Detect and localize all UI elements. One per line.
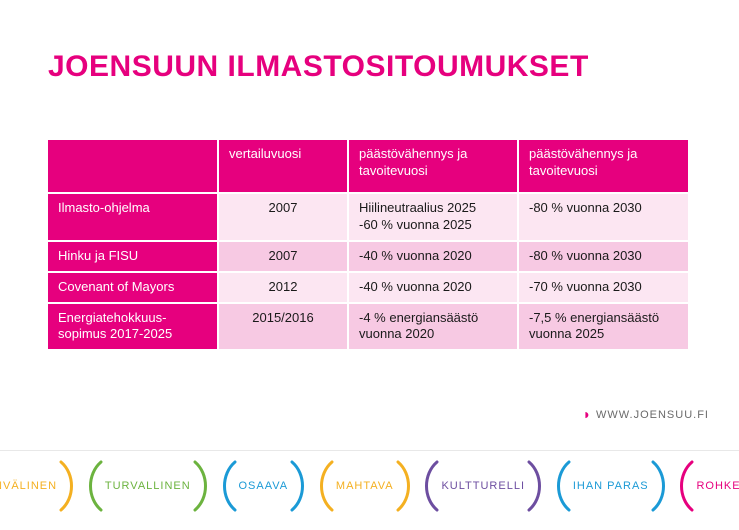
footer-url: ◗ WWW.JOENSUU.FI: [583, 406, 709, 422]
badge-label: ROHKEA: [680, 480, 739, 492]
badge-label: MAHTAVA: [320, 480, 410, 492]
table-cell: -80 % vuonna 2030: [518, 241, 688, 272]
table-row: Hinku ja FISU2007-40 % vuonna 2020-80 % …: [48, 241, 688, 272]
table-cell: -70 % vuonna 2030: [518, 272, 688, 303]
table-cell: 2012: [218, 272, 348, 303]
row-header: Energiatehokkuus-sopimus 2017-2025: [48, 303, 218, 351]
col-header: vertailuvuosi: [218, 140, 348, 193]
value-badge: OSAAVA: [223, 460, 305, 512]
table-head: vertailuvuosi päästövähennys ja tavoitev…: [48, 140, 688, 193]
value-badge: ROHKEA: [680, 460, 739, 512]
table-cell: -4 % energiansäästö vuonna 2020: [348, 303, 518, 351]
slide: JOENSUUN ILMASTOSITOUMUKSET vertailuvuos…: [0, 0, 739, 530]
table-row: Ilmasto-ohjelma2007Hiilineutraalius 2025…: [48, 193, 688, 241]
value-badge: INVÄLINEN: [0, 460, 73, 512]
value-badge: TURVALLINEN: [89, 460, 207, 512]
badge-label: KULTTURELLI: [425, 480, 541, 492]
col-header: päästövähennys ja tavoitevuosi: [518, 140, 688, 193]
badge-strip: INVÄLINEN TURVALLINEN OSAAVA MAHTAVA KULTTUR…: [0, 450, 739, 520]
row-header: Hinku ja FISU: [48, 241, 218, 272]
commitments-table: vertailuvuosi päästövähennys ja tavoitev…: [48, 140, 688, 351]
table-cell: -80 % vuonna 2030: [518, 193, 688, 241]
page-title: JOENSUUN ILMASTOSITOUMUKSET: [48, 50, 589, 84]
table-cell: Hiilineutraalius 2025-60 % vuonna 2025: [348, 193, 518, 241]
table: vertailuvuosi päästövähennys ja tavoitev…: [48, 140, 688, 351]
bullet-icon: ◗: [583, 406, 592, 422]
value-badge: KULTTURELLI: [425, 460, 541, 512]
value-badge: MAHTAVA: [320, 460, 410, 512]
table-cell: -40 % vuonna 2020: [348, 241, 518, 272]
table-cell: 2015/2016: [218, 303, 348, 351]
badge-label: INVÄLINEN: [0, 480, 73, 492]
footer-url-text: WWW.JOENSUU.FI: [596, 409, 709, 421]
value-badge: IHAN PARAS: [557, 460, 665, 512]
table-cell: -7,5 % energiansäästö vuonna 2025: [518, 303, 688, 351]
table-cell: -40 % vuonna 2020: [348, 272, 518, 303]
badge-label: OSAAVA: [223, 480, 305, 492]
col-header-blank: [48, 140, 218, 193]
table-cell: 2007: [218, 241, 348, 272]
badge-label: TURVALLINEN: [89, 480, 207, 492]
table-body: Ilmasto-ohjelma2007Hiilineutraalius 2025…: [48, 193, 688, 350]
table-row: Covenant of Mayors2012-40 % vuonna 2020-…: [48, 272, 688, 303]
row-header: Ilmasto-ohjelma: [48, 193, 218, 241]
row-header: Covenant of Mayors: [48, 272, 218, 303]
col-header: päästövähennys ja tavoitevuosi: [348, 140, 518, 193]
table-row: Energiatehokkuus-sopimus 2017-20252015/2…: [48, 303, 688, 351]
table-cell: 2007: [218, 193, 348, 241]
badge-label: IHAN PARAS: [557, 480, 665, 492]
